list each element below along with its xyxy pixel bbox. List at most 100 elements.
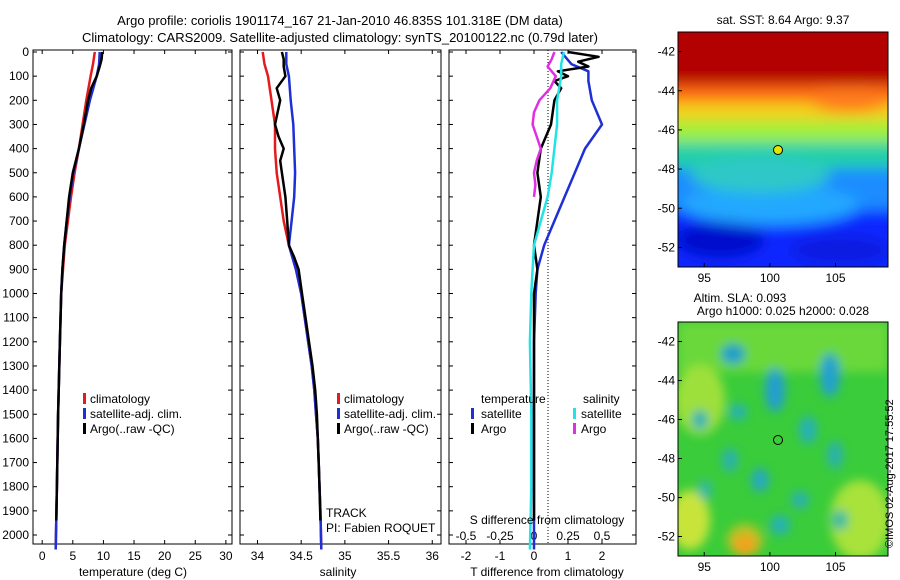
x2-tick-label: -0.5: [456, 529, 477, 543]
map-y-tick-label: -50: [658, 201, 676, 215]
legend-swatch-climatology: [83, 393, 86, 404]
legend-label-temp-argo: Argo: [481, 422, 507, 436]
legend-swatch-sal-satellite: [573, 408, 576, 419]
salinity-plot-frame: [239, 49, 442, 545]
depth-tick-label: 1100: [3, 311, 29, 325]
track-label: TRACK: [326, 506, 367, 520]
x-tick-label: 15: [127, 549, 141, 563]
pi-label: PI: Fabien ROQUET: [326, 521, 436, 535]
legend-head-salinity: salinity: [583, 392, 620, 406]
difference-x-axis: -2 -1 0 1 2-0.5 -0.25 0 0.25 0.5: [449, 50, 636, 563]
map-x-tick-label: 100: [760, 560, 780, 574]
legend-label-satellite: satellite-adj. clim.: [90, 407, 182, 421]
series-line-diff-0: [532, 51, 604, 550]
x-tick-label: 36: [426, 549, 440, 563]
sla-map-axes: 95 100 105 -42 -44 -46 -48 -50 -52: [658, 335, 846, 575]
difference-series: [528, 50, 604, 550]
x-tick-label: 35.5: [377, 549, 401, 563]
x2-tick-label: -0.25: [486, 529, 514, 543]
legend-swatch-temp-satellite: [471, 408, 474, 419]
x-tick-label: 34: [251, 549, 265, 563]
x-tick-label: -1: [495, 549, 506, 563]
series-line-diff-2: [528, 51, 566, 550]
x-tick-label: 2: [599, 549, 606, 563]
legend-head-temperature: temperature: [481, 392, 546, 406]
temperature-plot-frame: [32, 49, 233, 545]
x-tick-label: 30: [219, 549, 233, 563]
map-y-tick-label: -52: [658, 240, 676, 254]
map-y-tick-label: -50: [658, 491, 676, 505]
depth-tick-label: 1900: [2, 504, 29, 518]
depth-tick-label: 2000: [2, 528, 29, 542]
map-x-tick-label: 100: [760, 271, 780, 285]
argo-location-marker: [773, 145, 783, 155]
sla-map-title-line2: Argo h1000: 0.025 h2000: 0.028: [697, 304, 869, 318]
depth-tick-label: 300: [9, 117, 29, 131]
depth-tick-label: 1400: [2, 383, 29, 397]
series-line-diff-3: [531, 51, 558, 198]
difference-xlabel-top: S difference from climatology: [470, 513, 625, 527]
series-line-sal-0: [261, 51, 323, 550]
map-y-tick-label: -48: [658, 162, 676, 176]
x2-tick-label: 0.25: [556, 529, 580, 543]
x-tick-label: 35: [338, 549, 352, 563]
temperature-series: [54, 51, 104, 550]
legend-swatch-satellite: [83, 408, 86, 419]
depth-tick-label: 1800: [2, 480, 29, 494]
legend-label-temp-satellite: satellite: [481, 407, 522, 421]
x2-tick-label: 0.5: [594, 529, 611, 543]
x-tick-label: 20: [158, 549, 172, 563]
depth-tick-label: 100: [9, 69, 29, 83]
legend-label-climatology: climatology: [90, 392, 150, 406]
legend-swatch-climatology: [337, 393, 340, 404]
sla-map-title-line1: Altim. SLA: 0.093: [694, 291, 787, 305]
map-y-tick-label: -42: [658, 335, 676, 349]
map-x-tick-label: 105: [825, 560, 845, 574]
map-x-tick-label: 95: [698, 560, 712, 574]
depth-tick-label: 0: [22, 45, 29, 59]
depth-tick-label: 500: [9, 166, 29, 180]
sla-map-frame: [677, 321, 889, 557]
sst-map: [678, 32, 888, 267]
x-tick-label: 25: [189, 549, 203, 563]
difference-xlabel-bottom: T difference from climatology: [470, 565, 624, 579]
figure-title-line1: Argo profile: coriolis 1901174_167 21-Ja…: [117, 13, 563, 28]
depth-tick-label: 1200: [2, 335, 29, 349]
temperature-x-axis: 0 5 10 15 20 25 30: [33, 50, 233, 563]
depth-tick-label: 1500: [2, 407, 29, 421]
salinity-xlabel: salinity: [320, 565, 357, 579]
legend-label-climatology: climatology: [344, 392, 404, 406]
credit-label: ©IMOS 02-Aug-2017 17:55:52: [884, 399, 896, 548]
x-tick-label: 34.5: [289, 549, 313, 563]
map-x-tick-label: 95: [698, 271, 712, 285]
salinity-series: [261, 51, 323, 550]
map-y-tick-label: -52: [658, 530, 676, 544]
figure-title-line2: Climatology: CARS2009. Satellite-adjuste…: [82, 30, 598, 45]
temperature-xlabel: temperature (deg C): [79, 565, 187, 579]
x-tick-label: 5: [69, 549, 76, 563]
legend-swatch-temp-argo: [471, 423, 474, 434]
legend-label-satellite: satellite-adj. clim.: [344, 407, 436, 421]
x-tick-label: 0: [39, 549, 46, 563]
legend-swatch-satellite: [337, 408, 340, 419]
depth-tick-label: 200: [9, 93, 29, 107]
argo-location-marker: [773, 435, 783, 445]
map-y-tick-label: -46: [658, 123, 676, 137]
map-y-tick-label: -42: [658, 45, 676, 59]
salinity-legend: climatology satellite-adj. clim. Argo(..…: [337, 392, 436, 436]
depth-tick-label: 1300: [2, 359, 29, 373]
x-tick-label: 10: [97, 549, 111, 563]
series-line-temp-2: [55, 51, 104, 521]
depth-tick-label: 700: [9, 214, 29, 228]
series-line-temp-1: [54, 51, 101, 550]
map-x-tick-label: 105: [825, 271, 845, 285]
legend-label-sal-argo: Argo: [581, 422, 607, 436]
sla-map: [678, 322, 888, 556]
temperature-legend: climatology satellite-adj. clim. Argo(..…: [83, 392, 182, 436]
legend-label-argo: Argo(..raw -QC): [90, 422, 175, 436]
series-line-sal-2: [273, 51, 322, 521]
depth-tick-label: 1000: [2, 287, 29, 301]
sst-map-axes: 95 100 105 -42 -44 -46 -48 -50 -52: [658, 45, 846, 285]
sst-map-title: sat. SST: 8.64 Argo: 9.37: [717, 13, 850, 27]
